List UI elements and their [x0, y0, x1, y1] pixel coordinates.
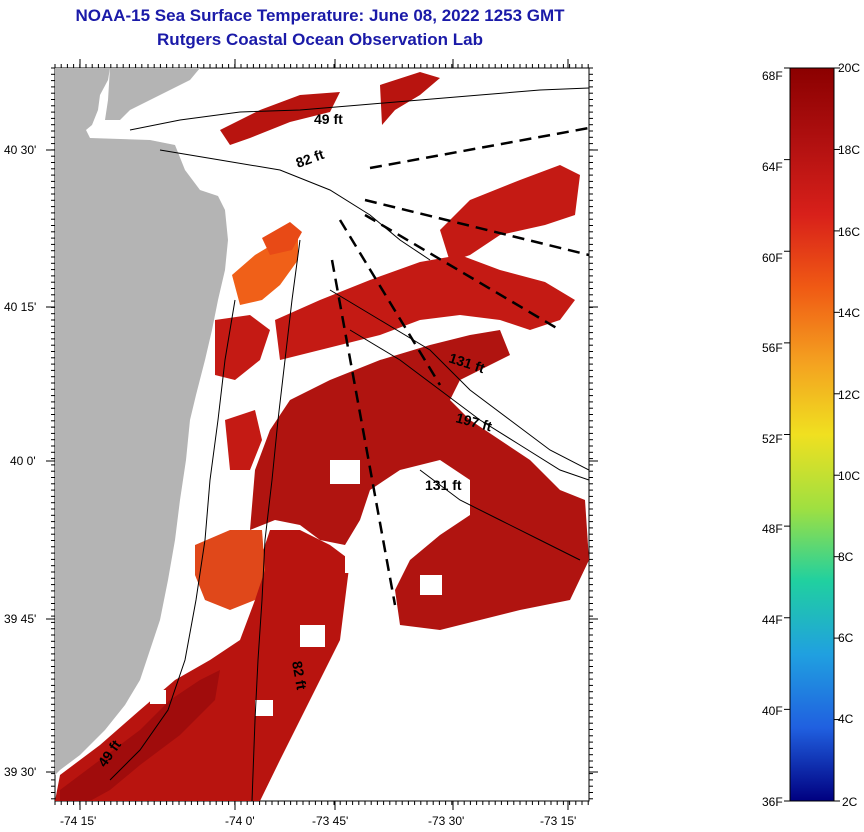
sst-coastal-deep — [60, 670, 220, 801]
contour-82ft — [159, 149, 431, 261]
sst-band-east — [440, 165, 580, 262]
sst-band-north — [220, 92, 340, 145]
lon-label: -73 45' — [312, 814, 348, 828]
lat-label: 39 30' — [4, 765, 36, 779]
colorbar-f-labels: 68F 64F 60F 56F 52F 48F 44F 40F 36F — [762, 69, 783, 809]
sst-patch-ne — [380, 72, 440, 125]
sst-coastal-strip — [215, 315, 270, 380]
colorbar-f-label: 68F — [762, 69, 783, 83]
land-new-jersey — [55, 68, 228, 775]
sst-warm-nearshore-north — [262, 222, 302, 255]
colorbar-c-label: 12C — [838, 388, 860, 402]
contour-49ft — [129, 87, 589, 131]
lat-label: 39 45' — [4, 612, 36, 626]
transect-lines — [330, 126, 589, 606]
colorbar-f-label: 48F — [762, 522, 783, 536]
colorbar-c-labels: 20C 18C 16C 14C 12C 10C 8C 6C 4C 2C — [838, 61, 860, 809]
colorbar — [789, 67, 835, 802]
colorbar-f-label: 52F — [762, 432, 783, 446]
colorbar-f-label: 64F — [762, 160, 783, 174]
contour-shelf — [419, 469, 581, 561]
colorbar-f-label: 56F — [762, 341, 783, 355]
lat-label: 40 15' — [4, 300, 36, 314]
colorbar-c-label: 16C — [838, 225, 860, 239]
sst-band-middle — [275, 255, 575, 360]
sst-southern-plume — [55, 530, 350, 801]
depth-label: 131 ft — [425, 477, 462, 493]
colorbar-c-label: 20C — [838, 61, 860, 75]
depth-label: 49 ft — [314, 111, 343, 127]
colorbar-c-label: 2C — [842, 795, 858, 809]
depth-label: 82 ft — [289, 660, 310, 691]
lon-label: -73 30' — [428, 814, 464, 828]
contour-82ft-south — [251, 239, 301, 801]
colorbar-c-label: 14C — [838, 306, 860, 320]
colorbar-f-label: 44F — [762, 613, 783, 627]
colorbar-ticks — [784, 67, 840, 802]
colorbar-c-label: 18C — [838, 143, 860, 157]
sst-main-body — [250, 330, 589, 630]
colorbar-f-label: 36F — [762, 795, 783, 809]
lon-label: -73 15' — [540, 814, 576, 828]
lon-label: -74 0' — [225, 814, 255, 828]
map-subtitle: Rutgers Coastal Ocean Observation Lab — [157, 30, 483, 49]
contour-131ft — [329, 289, 589, 471]
colorbar-c-label: 8C — [838, 550, 854, 564]
contour-197ft — [349, 329, 589, 481]
map-title: NOAA-15 Sea Surface Temperature: June 08… — [75, 6, 565, 25]
colorbar-c-label: 6C — [838, 631, 854, 645]
sst-warm-nearshore-south — [195, 530, 265, 610]
colorbar-f-label: 40F — [762, 704, 783, 718]
colorbar-c-label: 10C — [838, 469, 860, 483]
colorbar-f-label: 60F — [762, 251, 783, 265]
land-north-shore — [105, 68, 200, 120]
sst-coastal-strip-2 — [225, 410, 262, 470]
contour-49ft-south — [109, 299, 236, 781]
colorbar-c-label: 4C — [838, 712, 854, 726]
lon-label: -74 15' — [60, 814, 96, 828]
lat-label: 40 30' — [4, 143, 36, 157]
lat-label: 40 0' — [10, 454, 36, 468]
axis-ticks — [46, 59, 598, 810]
